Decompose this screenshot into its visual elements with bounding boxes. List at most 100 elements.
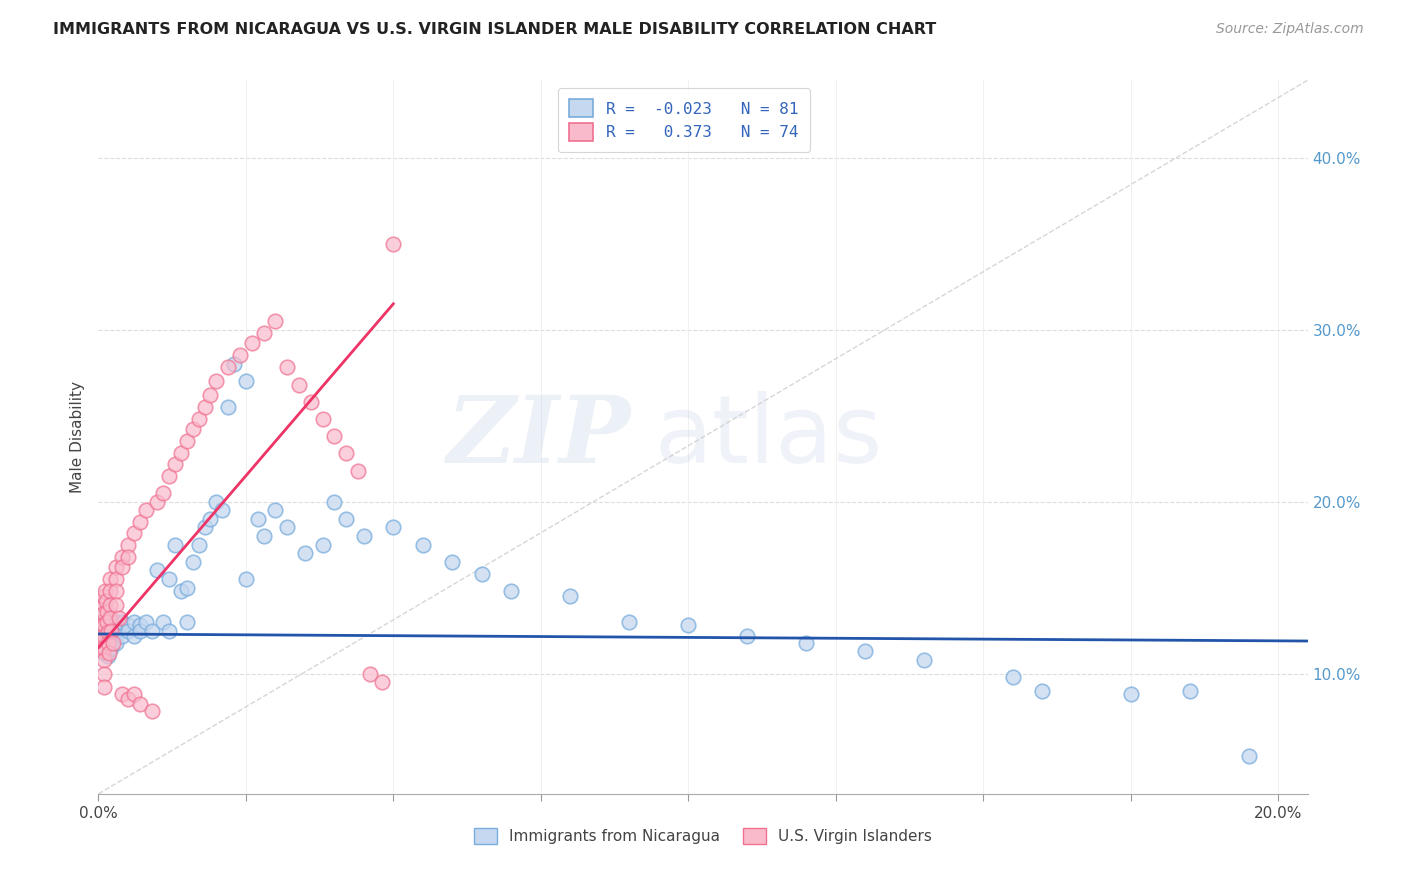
Point [93, 646, 115, 660]
Point [276, 360, 298, 375]
Point [98, 584, 121, 599]
Point [98, 615, 121, 629]
Point [288, 377, 311, 392]
Point [335, 446, 357, 460]
Point [235, 374, 257, 388]
Point [146, 563, 169, 577]
Point [347, 464, 370, 478]
Point [353, 529, 375, 543]
Point [176, 615, 198, 629]
Point [91, 635, 114, 649]
Point [111, 549, 134, 564]
Point [108, 622, 131, 636]
Point [97, 625, 120, 640]
Point [165, 457, 187, 471]
Point [252, 326, 274, 340]
Point [1119, 687, 1142, 701]
Point [311, 412, 333, 426]
Point [311, 537, 333, 551]
Point [98, 635, 121, 649]
Point [98, 598, 121, 612]
Point [105, 624, 128, 638]
Point [98, 611, 121, 625]
Point [211, 503, 233, 517]
Point [264, 314, 287, 328]
Point [194, 400, 217, 414]
Point [94, 622, 117, 636]
Point [1237, 749, 1260, 764]
Point [276, 520, 298, 534]
Point [735, 629, 758, 643]
Point [98, 572, 121, 586]
Point [96, 605, 118, 619]
Point [170, 584, 193, 599]
Point [181, 555, 204, 569]
Point [122, 629, 145, 643]
Point [912, 653, 935, 667]
Point [108, 611, 131, 625]
Point [122, 615, 145, 629]
Point [128, 698, 150, 712]
Point [240, 336, 263, 351]
Point [117, 624, 139, 638]
Point [187, 537, 209, 551]
Point [93, 653, 115, 667]
Point [246, 512, 269, 526]
Point [135, 503, 157, 517]
Point [117, 537, 139, 551]
Point [235, 572, 257, 586]
Point [794, 635, 817, 649]
Point [90, 629, 112, 643]
Point [96, 633, 118, 648]
Point [105, 598, 128, 612]
Point [105, 584, 128, 599]
Point [217, 400, 239, 414]
Point [157, 572, 180, 586]
Point [335, 512, 357, 526]
Point [111, 629, 134, 643]
Point [117, 692, 139, 706]
Text: ZIP: ZIP [446, 392, 630, 482]
Point [111, 615, 134, 629]
Point [117, 549, 139, 564]
Point [412, 537, 434, 551]
Point [97, 649, 120, 664]
Point [128, 624, 150, 638]
Point [152, 486, 174, 500]
Point [96, 615, 118, 629]
Point [117, 618, 139, 632]
Point [323, 494, 346, 508]
Point [98, 646, 121, 660]
Point [200, 512, 222, 526]
Point [1178, 683, 1201, 698]
Point [89, 618, 111, 632]
Point [176, 581, 198, 595]
Point [678, 618, 700, 632]
Point [93, 680, 115, 694]
Point [187, 412, 209, 426]
Point [157, 624, 180, 638]
Point [93, 666, 115, 681]
Point [141, 624, 163, 638]
Point [96, 639, 118, 653]
Point [205, 494, 228, 508]
Point [146, 494, 169, 508]
Point [111, 560, 134, 574]
Point [97, 644, 120, 658]
Point [105, 615, 128, 629]
Point [1001, 670, 1024, 684]
Point [91, 618, 114, 632]
Point [264, 503, 287, 517]
Point [90, 640, 112, 655]
Point [98, 624, 121, 638]
Point [93, 624, 115, 638]
Point [100, 624, 122, 638]
Point [93, 640, 115, 655]
Point [91, 644, 114, 658]
Point [194, 520, 217, 534]
Point [222, 357, 245, 371]
Point [217, 360, 239, 375]
Point [359, 666, 381, 681]
Point [152, 615, 174, 629]
Y-axis label: Male Disability: Male Disability [70, 381, 86, 493]
